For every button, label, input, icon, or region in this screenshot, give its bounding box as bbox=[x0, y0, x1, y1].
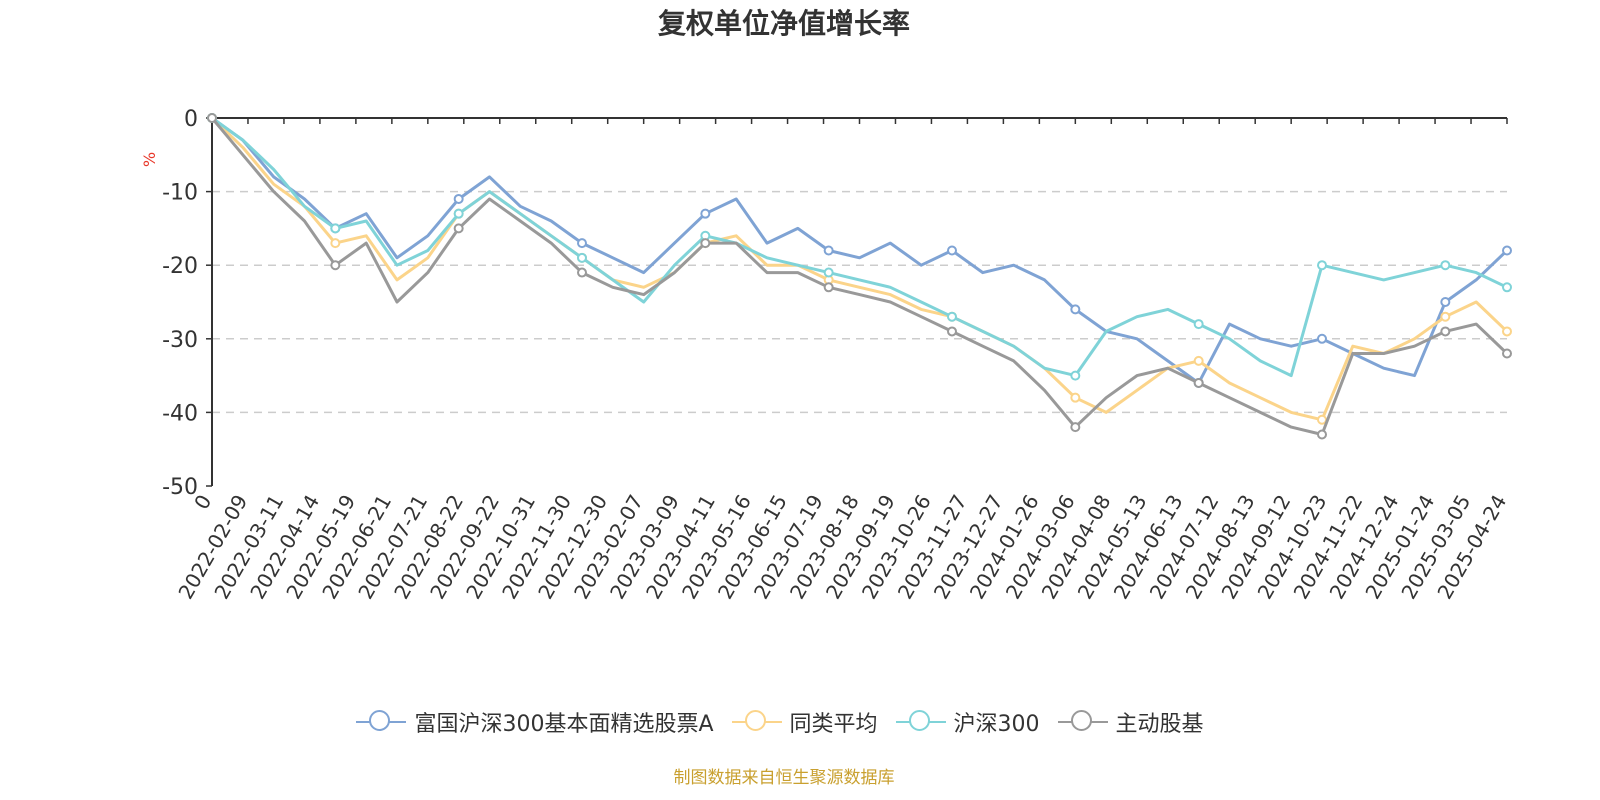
series-point-2 bbox=[1317, 260, 1327, 271]
series-point-0 bbox=[1440, 297, 1451, 307]
series-point-2 bbox=[330, 223, 341, 234]
series-point-2 bbox=[947, 311, 957, 322]
series-point-1 bbox=[1502, 326, 1512, 337]
legend-item-active-equity[interactable]: 主动股基 bbox=[1057, 706, 1204, 738]
series-line-1 bbox=[210, 116, 1509, 422]
series-point-0 bbox=[577, 238, 587, 249]
y-tick-label: -40 bbox=[162, 401, 198, 426]
y-tick-label: -30 bbox=[162, 328, 198, 353]
series-point-1 bbox=[1070, 392, 1081, 403]
series-point-0 bbox=[1070, 304, 1081, 315]
series-line-3 bbox=[210, 117, 1509, 436]
series-point-3 bbox=[207, 113, 217, 123]
series-line-2 bbox=[211, 116, 1508, 378]
series-point-0 bbox=[453, 193, 464, 204]
y-tick-label: -10 bbox=[162, 181, 198, 206]
legend-label-active-equity: 主动股基 bbox=[1115, 712, 1204, 737]
legend-marker-fund bbox=[356, 709, 407, 735]
line-chart: 0-10-20-30-40-5002022-02-092022-03-11202… bbox=[162, 107, 1512, 603]
series-point-0 bbox=[1317, 333, 1327, 344]
series-point-3 bbox=[700, 238, 711, 249]
series-point-3 bbox=[453, 223, 464, 234]
legend-item-fund[interactable]: 富国沪深300基本面精选股票A bbox=[356, 706, 714, 738]
legend-label-csi300: 沪深300 bbox=[953, 712, 1040, 737]
legend: 富国沪深300基本面精选股票A 同类平均 沪深300 主动股基 bbox=[0, 706, 1568, 738]
legend-label-peer-average: 同类平均 bbox=[789, 712, 878, 737]
legend-item-csi300[interactable]: 沪深300 bbox=[895, 706, 1040, 738]
chart-title: 复权单位净值增长率 bbox=[657, 7, 910, 40]
series-point-2 bbox=[577, 252, 587, 263]
series-point-2 bbox=[823, 267, 834, 278]
series-point-0 bbox=[700, 208, 711, 219]
series-point-3 bbox=[1193, 377, 1204, 388]
source-note: 制图数据来自恒生聚源数据库 bbox=[673, 768, 895, 788]
series-point-3 bbox=[1440, 326, 1451, 337]
series-point-2 bbox=[1070, 370, 1081, 381]
series-point-0 bbox=[1502, 245, 1512, 256]
series-line-0 bbox=[211, 116, 1509, 385]
series-point-3 bbox=[1070, 422, 1081, 433]
series-point-1 bbox=[1193, 355, 1204, 366]
series-point-3 bbox=[577, 267, 587, 278]
legend-marker-active-equity bbox=[1057, 709, 1108, 735]
y-tick-label: -50 bbox=[162, 475, 198, 500]
legend-item-peer-average[interactable]: 同类平均 bbox=[731, 706, 878, 738]
series-point-1 bbox=[1440, 311, 1451, 322]
series-point-0 bbox=[823, 245, 834, 256]
legend-label-fund: 富国沪深300基本面精选股票A bbox=[414, 712, 714, 737]
legend-marker-csi300 bbox=[895, 709, 946, 735]
series-point-3 bbox=[1502, 348, 1512, 359]
y-tick-label: 0 bbox=[184, 107, 198, 132]
series-point-3 bbox=[947, 326, 957, 337]
series-point-1 bbox=[330, 238, 341, 249]
series-point-2 bbox=[1502, 282, 1512, 293]
series-point-1 bbox=[1317, 414, 1327, 425]
series-point-3 bbox=[1317, 429, 1327, 440]
series-point-2 bbox=[453, 208, 464, 219]
series-point-3 bbox=[823, 282, 834, 293]
legend-marker-peer-average bbox=[731, 709, 782, 735]
series-point-2 bbox=[1440, 260, 1451, 271]
series-point-0 bbox=[947, 245, 957, 256]
series-point-3 bbox=[330, 260, 341, 271]
series-point-2 bbox=[1193, 319, 1204, 330]
x-tick-label: 0 bbox=[189, 491, 216, 514]
y-tick-label: -20 bbox=[162, 254, 198, 279]
